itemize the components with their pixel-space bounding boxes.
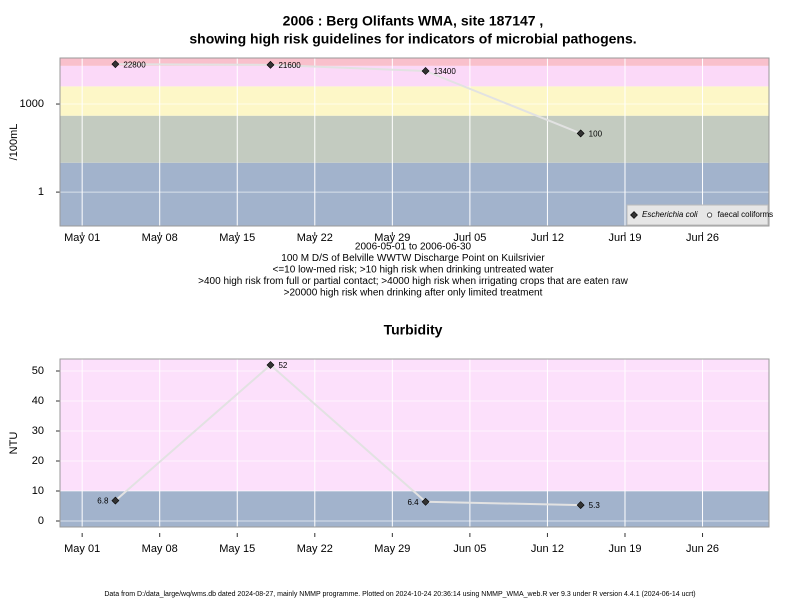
x-tick-label: May 22 [297,232,333,244]
x-tick-label: May 22 [297,543,333,555]
legend-box [626,204,769,226]
series-line [114,363,581,507]
marker [576,129,585,138]
marker [111,496,120,505]
x-tick-label: May 15 [219,543,255,555]
marker [630,211,638,219]
y-tick-label: 30 [32,425,44,437]
y-tick-label: 40 [32,395,44,407]
y-tick-label: 0 [38,515,44,527]
marker [421,67,430,75]
caption-note: >400 high risk from full or partial cont… [198,276,628,287]
risk-band [60,359,769,491]
footer: Data from D:/data_large/wq/wms.db dated … [104,591,695,598]
chart-title: 2006 : Berg Olifants WMA, site 187147 , [283,13,544,29]
caption-note: 2006-05-01 to 2006-06-30 [355,242,472,253]
y-tick-label: 1 [38,186,44,198]
caption-note: <=10 low-med risk; >10 high risk when dr… [273,265,555,276]
risk-band [60,115,769,163]
x-tick-label: May 01 [64,543,100,555]
marker [266,361,275,369]
x-tick-label: Jun 12 [531,543,564,555]
x-tick-label: Jun 12 [531,232,564,244]
y-tick-label: 1000 [20,98,44,110]
x-tick-label: May 29 [374,232,410,244]
chart-title: showing high risk guidelines for indicat… [189,31,636,47]
x-tick-label: Jun 19 [608,543,641,555]
data-label: 100 [589,129,603,138]
x-tick-label: May 01 [64,232,100,244]
risk-band [60,491,769,527]
x-tick-label: May 08 [142,543,178,555]
plot-frame [59,57,770,227]
x-tick-label: Jun 05 [453,543,486,555]
risk-band [60,58,769,66]
marker [111,60,120,69]
data-label: 21600 [278,61,301,70]
x-tick-label: Jun 05 [453,232,486,244]
y-tick-label: 10 [32,485,44,497]
risk-band [60,86,769,116]
marker [706,212,713,218]
x-tick-label: May 08 [142,232,178,244]
legend-label: Escherichia coli [642,210,698,219]
series-line [115,63,582,135]
chart-title: Turbidity [384,322,443,338]
x-tick-label: Jun 26 [686,543,719,555]
x-tick-label: May 29 [374,543,410,555]
y-axis-label: /100mL [8,124,20,161]
data-label: 6.4 [407,498,419,507]
data-label: 6.8 [97,497,109,506]
y-axis-label: NTU [8,432,20,455]
data-label: 13400 [434,67,457,76]
y-tick-label: 20 [32,455,44,467]
caption-note: >20000 high risk when drinking after onl… [284,288,543,299]
plot-frame [59,358,770,528]
x-tick-label: May 15 [219,232,255,244]
marker [266,60,275,69]
y-tick-label: 50 [32,365,44,377]
risk-band [60,65,769,87]
data-label: 5.3 [589,501,601,510]
legend-label: faecal coliforms [718,210,774,219]
caption-note: 100 M D/S of Belville WWTW Discharge Poi… [281,253,545,264]
marker [576,501,585,510]
x-tick-label: Jun 26 [686,232,719,244]
data-label: 52 [278,361,287,370]
data-label: 22800 [123,60,146,69]
x-tick-label: Jun 19 [608,232,641,244]
marker [421,497,430,506]
